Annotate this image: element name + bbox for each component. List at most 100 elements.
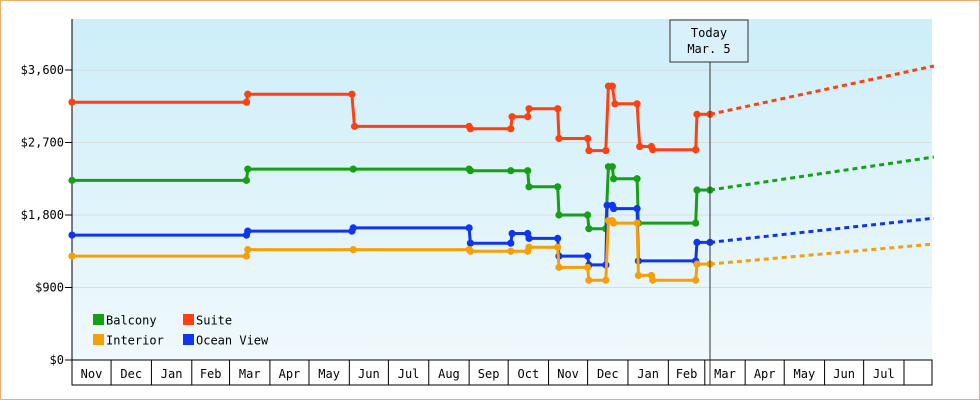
x-tick-label: Mar (714, 367, 736, 381)
series-point-interior (349, 246, 357, 254)
series-point-ocean-view (68, 231, 76, 239)
series-point-balcony (525, 183, 533, 191)
series-point-suite (508, 113, 516, 121)
series-interior (68, 217, 935, 284)
series-point-suite (602, 146, 610, 155)
plot-background (72, 19, 932, 360)
x-tick-label: Nov (81, 367, 103, 381)
series-point-suite (524, 113, 532, 121)
series-point-balcony (692, 219, 700, 227)
series-point-ocean-view (466, 239, 475, 247)
legend-swatch-interior (93, 334, 104, 345)
legend-swatch-balcony (93, 314, 104, 325)
series-point-interior (649, 276, 657, 284)
series-point-interior (602, 276, 610, 284)
series-point-ocean-view (693, 238, 701, 246)
legend-label-suite: Suite (196, 314, 232, 328)
projection-line-ocean-view (709, 216, 935, 244)
series-balcony (68, 155, 935, 233)
legend-label-interior: Interior (106, 334, 164, 348)
series-point-balcony (608, 163, 616, 171)
today-date: Mar. 5 (687, 42, 730, 56)
series-point-suite (608, 82, 616, 90)
series-point-interior (242, 252, 251, 260)
series-point-balcony (507, 167, 515, 175)
series-point-suite (525, 105, 533, 113)
series-point-suite (649, 146, 657, 154)
series-point-suite (554, 105, 562, 113)
y-tick-label: $0 (50, 353, 64, 367)
x-tick-label: Mar (239, 367, 261, 381)
x-tick-label: Nov (557, 367, 579, 381)
series-point-suite (350, 122, 359, 130)
x-tick-label: Jun (833, 367, 855, 381)
series-point-balcony (349, 165, 357, 173)
series-point-suite (68, 98, 76, 106)
series-point-suite (348, 90, 356, 98)
today-box (669, 19, 749, 63)
series-point-suite (585, 146, 593, 155)
projection-line-balcony (709, 155, 935, 192)
y-tick-label: $3,600 (21, 63, 64, 77)
legend-label-ocean-view: Ocean View (196, 334, 269, 348)
series-point-suite (692, 146, 700, 154)
x-tick-label: Jan (161, 367, 183, 381)
series-point-suite (584, 134, 592, 143)
series-point-interior (610, 219, 618, 227)
series-point-ocean-view (525, 234, 533, 242)
series-point-ocean-view (633, 204, 641, 213)
projection-line-suite (709, 64, 935, 116)
x-tick-label: May (318, 367, 340, 381)
x-tick-label: Sep (478, 367, 500, 381)
series-point-balcony (242, 176, 251, 184)
series-point-interior (466, 247, 475, 255)
y-tick-label: $1,800 (21, 208, 64, 222)
series-point-interior (584, 263, 592, 271)
x-tick-label: Feb (200, 367, 222, 381)
series-point-balcony (585, 225, 593, 233)
series-point-ocean-view (508, 229, 516, 238)
legend-swatch-suite (183, 314, 194, 325)
today-label: Today (691, 26, 727, 40)
series-point-ocean-view (603, 201, 611, 209)
series-point-balcony (466, 167, 475, 175)
series-point-ocean-view (244, 227, 252, 235)
series-point-interior (554, 243, 562, 251)
y-tick-label: $900 (35, 281, 64, 295)
x-tick-label: Dec (120, 367, 142, 381)
x-tick-label: Dec (597, 367, 619, 381)
series-point-suite (555, 134, 563, 143)
x-tick-label: Jul (398, 367, 420, 381)
series-point-balcony (554, 183, 562, 191)
series-point-balcony (584, 211, 592, 219)
y-tick-label: $2,700 (21, 136, 64, 150)
series-point-suite (466, 125, 475, 133)
x-tick-label: Jun (358, 367, 380, 381)
x-tick-label: Jan (637, 367, 659, 381)
x-tick-label: Jul (873, 367, 895, 381)
series-point-balcony (555, 211, 563, 219)
series-point-interior (525, 243, 533, 251)
series-point-balcony (68, 176, 76, 184)
series-point-suite (242, 98, 251, 106)
series-point-suite (693, 110, 701, 118)
series-point-interior (692, 276, 700, 284)
series-point-interior (693, 260, 701, 268)
series-point-interior (507, 247, 515, 255)
series-point-ocean-view (465, 224, 473, 232)
series-point-balcony (610, 175, 618, 183)
series-point-interior (633, 219, 641, 227)
x-tick-label: Aug (438, 367, 460, 381)
series-point-ocean-view (554, 234, 562, 242)
series-point-interior (244, 246, 252, 254)
series-point-suite (636, 142, 644, 151)
series-suite (68, 64, 935, 155)
x-tick-label: Apr (279, 367, 301, 381)
x-tick-label: Feb (676, 367, 698, 381)
series-point-balcony (244, 165, 252, 173)
series-point-interior (555, 263, 563, 271)
projection-line-interior (709, 242, 935, 266)
series-point-suite (244, 90, 252, 98)
